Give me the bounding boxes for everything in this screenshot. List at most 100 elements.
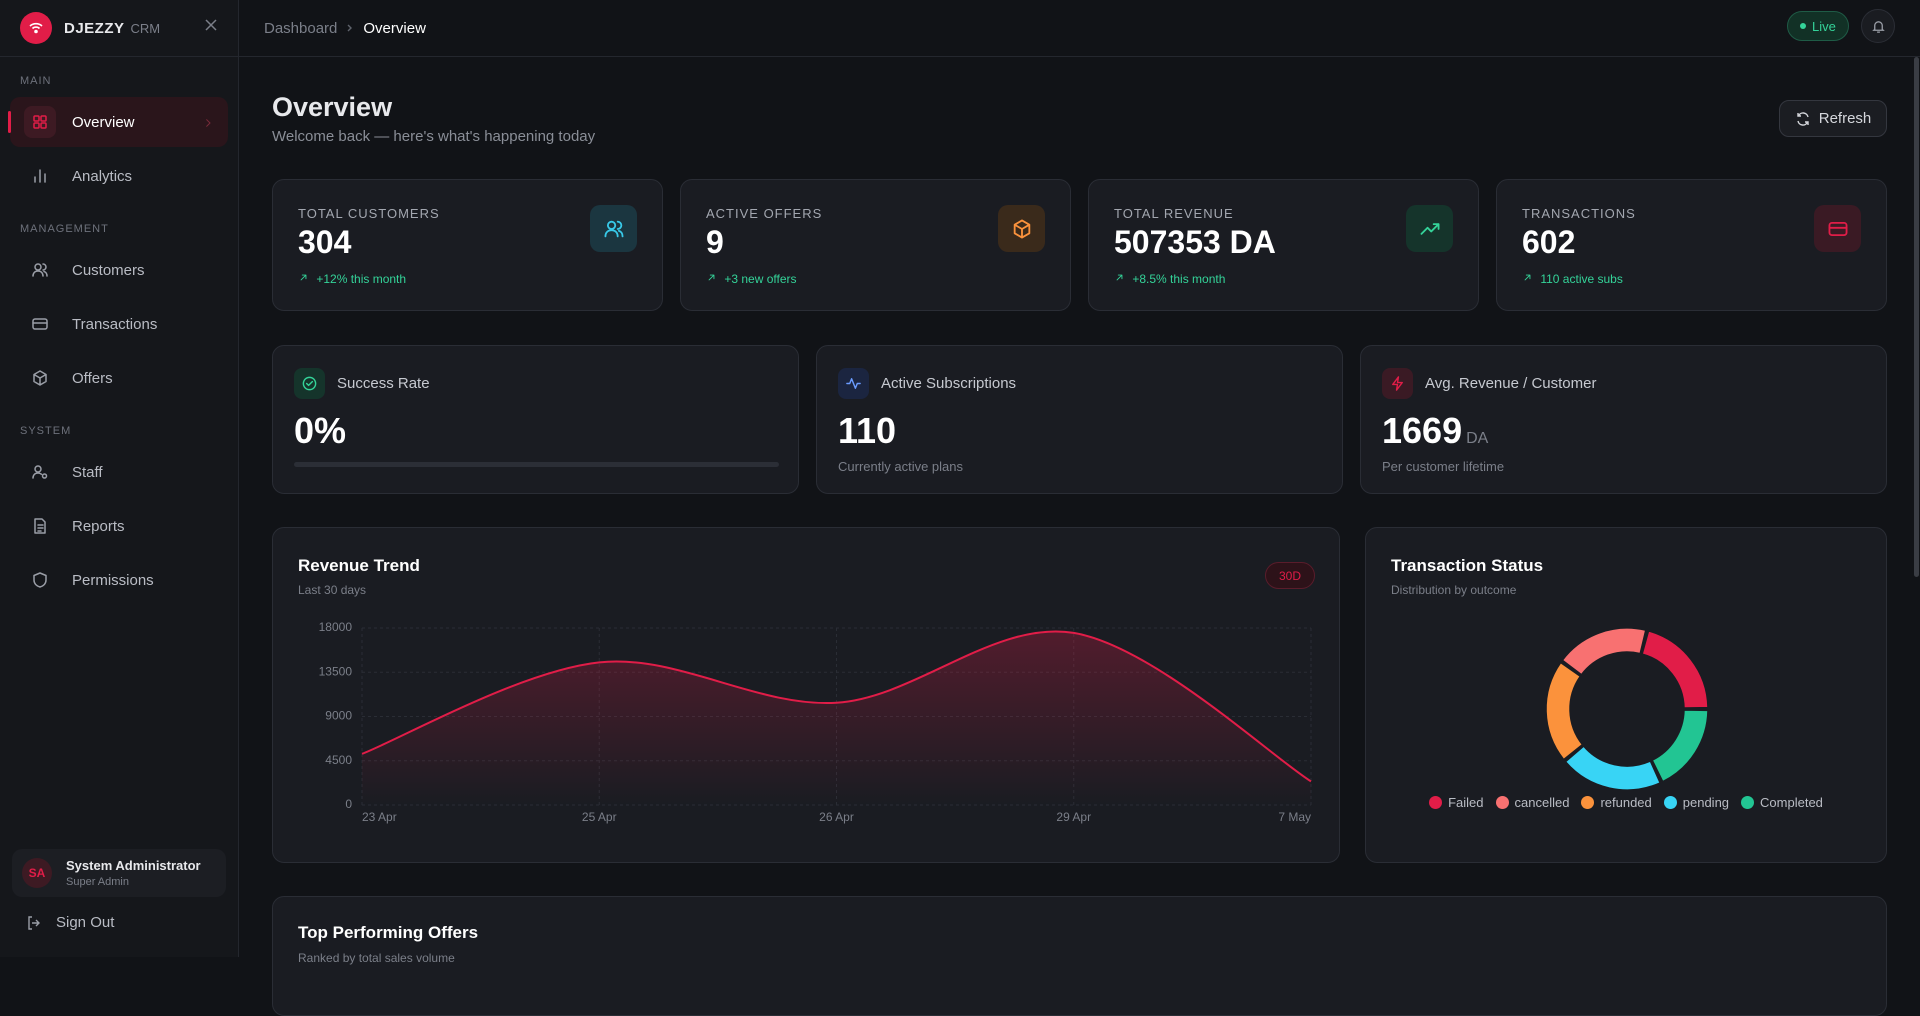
stat-change-text: +8.5% this month (1132, 272, 1226, 286)
nav-section-title: MANAGEMENT (20, 223, 109, 235)
stat-label: TOTAL CUSTOMERS (298, 206, 440, 221)
metric-icon (1382, 368, 1413, 399)
sign-out[interactable]: Sign Out (26, 914, 114, 931)
stat-card: TOTAL CUSTOMERS 304 +12% this month (272, 179, 663, 311)
metric-card: Avg. Revenue / Customer 1669 DA Per custome… (1360, 345, 1887, 494)
legend-swatch (1495, 796, 1509, 809)
x-tick-label: 7 May (1278, 810, 1311, 824)
line (361, 630, 1312, 783)
status-card: Transaction Status Distribution by outco… (1365, 527, 1887, 863)
nav-section-title: MAIN (20, 75, 52, 87)
close-button[interactable] (204, 18, 218, 32)
donut-segment (1545, 661, 1584, 761)
chart-subtitle: Distribution by outcome (1391, 583, 1517, 597)
metric-icon (294, 368, 325, 399)
topbar: Dashboard Overview Live (239, 0, 1920, 57)
y-tick-label: 18000 (319, 620, 353, 634)
live-label: Live (1812, 18, 1836, 34)
metric-card: Success Rate 0% (272, 345, 799, 494)
legend-swatch (1663, 796, 1677, 809)
page-subtitle: Welcome back — here's what's happening t… (272, 128, 596, 145)
page-title: Overview (272, 92, 393, 122)
metric-label: Active Subscriptions (881, 375, 1017, 392)
metric-label: Success Rate (337, 375, 430, 392)
y-tick-label: 9000 (325, 709, 352, 723)
legend-item: pending (1663, 795, 1729, 810)
user-card[interactable]: SA System Administrator Super Admin (12, 849, 226, 897)
sidebar: DJEZZY CRM MAIN Overview Analytics MANAGEMEN… (0, 0, 239, 957)
notifications[interactable] (1861, 9, 1895, 43)
nav-label: Reports (72, 517, 125, 535)
logo (20, 12, 52, 44)
metric-icon (838, 368, 869, 399)
stat-change-text: 110 active subs (1540, 272, 1623, 286)
nav-label: Overview (72, 113, 135, 131)
stat-card: ACTIVE OFFERS 9 +3 new offers (680, 179, 1071, 311)
x-tick-label: 29 Apr (1056, 810, 1091, 824)
chart-title: Transaction Status (1391, 556, 1544, 575)
avatar: SA (22, 858, 52, 888)
nav-label: Transactions (72, 315, 158, 333)
nav-item[interactable]: Reports (10, 501, 228, 551)
offers-subtitle: Ranked by total sales volume (298, 951, 455, 965)
x-tick-label: 25 Apr (582, 810, 617, 824)
scrollbar[interactable] (1914, 57, 1919, 577)
sign-out-label: Sign Out (56, 914, 115, 931)
legend-label: refunded (1600, 795, 1652, 810)
metric-number: 0% (294, 410, 347, 451)
legend-item: Completed (1741, 795, 1823, 810)
live-status: Live (1787, 11, 1849, 41)
offers-card: Top Performing Offers Ranked by total sa… (272, 896, 1887, 1016)
donut-segment (1641, 629, 1709, 709)
metric-value: 110 (838, 410, 896, 452)
legend-item: refunded (1581, 795, 1652, 810)
user-name: System Administrator (66, 858, 201, 873)
nav-item[interactable]: Permissions (10, 555, 228, 605)
nav-section-title: SYSTEM (20, 425, 72, 437)
metric-label: Avg. Revenue / Customer (1425, 375, 1597, 392)
nav-item[interactable]: Customers (10, 245, 228, 295)
nav-item[interactable]: Staff (10, 447, 228, 497)
nav-item[interactable]: Transactions (10, 299, 228, 349)
chart-title: Revenue Trend (298, 556, 420, 575)
nav-label: Staff (72, 463, 103, 481)
nav-icon (24, 106, 56, 138)
revenue-card: Revenue Trend Last 30 days 30D 0 4500 9000… (272, 527, 1340, 863)
range-badge[interactable]: 30D (1264, 562, 1315, 589)
nav: MAIN Overview Analytics MANAGEMENT Customers… (0, 75, 238, 605)
donut-segment (1564, 745, 1662, 791)
legend: Failed cancelled refunded pending Completed (1366, 795, 1886, 810)
metric-note: Currently active plans (838, 459, 963, 474)
metric-number: 1669 (1382, 410, 1463, 451)
nav-item[interactable]: Analytics (10, 151, 228, 201)
metric-value: 0% (294, 410, 346, 452)
nav-label: Permissions (72, 571, 154, 589)
stat-label: ACTIVE OFFERS (706, 206, 823, 221)
stat-card: TRANSACTIONS 602 110 active subs (1496, 179, 1887, 311)
stat-icon (590, 205, 637, 252)
nav-label: Offers (72, 369, 113, 387)
nav-icon (30, 315, 50, 333)
legend-swatch (1429, 796, 1443, 809)
legend-item: Failed (1429, 795, 1484, 810)
stat-value: 304 (298, 224, 352, 260)
refresh-button[interactable]: Refresh (1779, 100, 1887, 137)
nav-item[interactable]: Overview (8, 97, 228, 147)
x-tick-label: 23 Apr (362, 810, 397, 824)
donut-chart (1545, 627, 1709, 791)
breadcrumb-current: Overview (363, 19, 426, 37)
stat-icon (1406, 205, 1453, 252)
nav-icon (30, 167, 50, 185)
chart-subtitle: Last 30 days (298, 583, 367, 597)
stat-icon (1814, 205, 1861, 252)
refresh-label: Refresh (1818, 110, 1872, 127)
nav-item[interactable]: Offers (10, 353, 228, 403)
brand: DJEZZY CRM (0, 0, 238, 57)
breadcrumb-link[interactable]: Dashboard (264, 19, 338, 37)
brand-sub: CRM (130, 20, 161, 36)
y-tick-label: 0 (345, 797, 352, 811)
stat-value: 9 (706, 224, 724, 260)
legend-label: Completed (1760, 795, 1823, 810)
nav-icon (30, 517, 50, 535)
